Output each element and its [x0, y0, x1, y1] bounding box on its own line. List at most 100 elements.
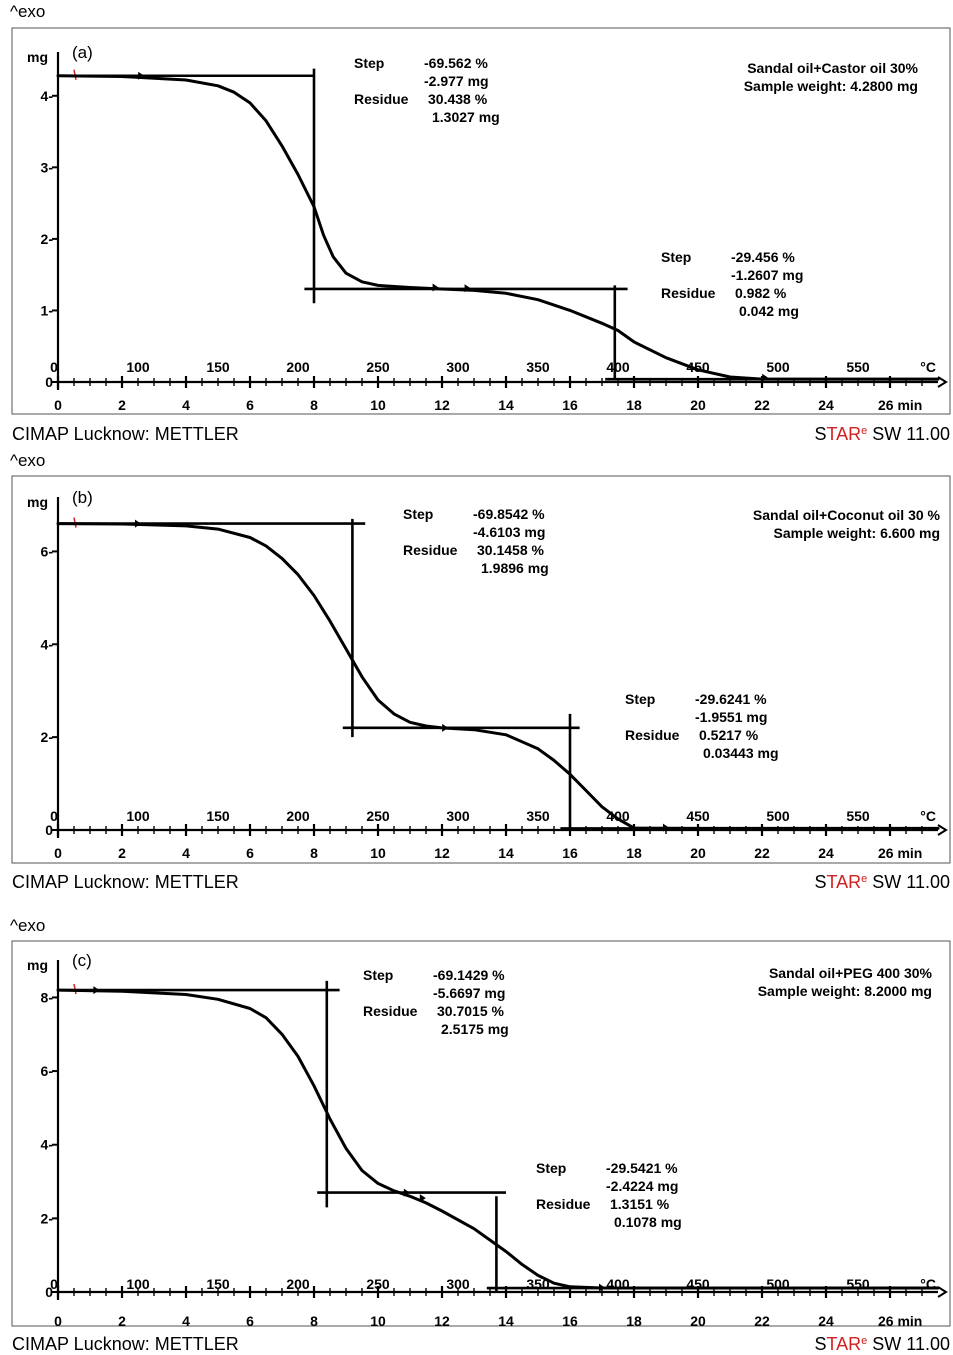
- min-tick-label: 16: [562, 1313, 578, 1329]
- min-tick-label: 8: [310, 397, 318, 413]
- curve-marker: [762, 373, 769, 382]
- min-tick-label: 12: [434, 1313, 450, 1329]
- y-tick-label: 2-: [41, 729, 54, 745]
- temp-tick-label: 150: [206, 808, 230, 824]
- temp-tick-label: 300: [446, 359, 470, 375]
- temp-tick-label: 200: [286, 808, 310, 824]
- min-last-label: 26 min: [878, 397, 922, 413]
- brand-part: S: [814, 424, 826, 444]
- brand-part: S: [814, 872, 826, 892]
- min-tick-label: 20: [690, 845, 706, 861]
- curve-marker: [442, 723, 449, 732]
- y-tick-label: 4-: [41, 636, 54, 652]
- exo-label: ^exo: [10, 451, 45, 470]
- brand-part: SW 11.00: [867, 872, 950, 892]
- curve-marker: [419, 1194, 426, 1203]
- min-tick-label: 14: [498, 1313, 514, 1329]
- temp-tick-label: 350: [526, 359, 550, 375]
- min-tick-label: 24: [818, 397, 834, 413]
- temp-tick-label: 250: [366, 1276, 390, 1292]
- residue-label: Residue: [536, 1196, 591, 1212]
- y-unit-label: mg: [27, 957, 48, 973]
- plot-frame: [11, 475, 951, 864]
- step-mass: -2.4224 mg: [606, 1178, 678, 1194]
- min-tick-label: 10: [370, 397, 386, 413]
- panel-label: (c): [72, 951, 92, 970]
- residue-mass: 2.5175 mg: [441, 1021, 509, 1037]
- curve-marker: [138, 71, 145, 80]
- sample-weight: Sample weight: 4.2800 mg: [744, 78, 918, 94]
- min-tick-label: 24: [818, 845, 834, 861]
- curve-marker: [135, 519, 141, 528]
- residue-mass: 0.042 mg: [739, 303, 799, 319]
- temp-tick-label: 200: [286, 359, 310, 375]
- temp-tick-label: 550: [846, 808, 870, 824]
- min-tick-label: 14: [498, 845, 514, 861]
- curve-marker: [464, 284, 471, 293]
- temp-tick-label: 350: [526, 808, 550, 824]
- residue-mass: 0.1078 mg: [614, 1214, 682, 1230]
- min-tick-label: 8: [310, 845, 318, 861]
- min-tick-label: 18: [626, 845, 642, 861]
- y-tick-label: 3-: [41, 159, 54, 175]
- step-percent: -29.456 %: [731, 249, 795, 265]
- temp-tick-label: 150: [206, 359, 230, 375]
- brand-part: TAR: [826, 1334, 861, 1354]
- step-percent: -69.8542 %: [473, 506, 545, 522]
- software-brand: STARe SW 11.00: [814, 872, 950, 892]
- temp-tick-label: 400: [606, 808, 630, 824]
- brand-part: e: [861, 1335, 867, 1347]
- sample-title: Sandal oil+PEG 400 30%: [769, 965, 933, 981]
- temp-tick-label: 250: [366, 808, 390, 824]
- min-tick-label: 0: [54, 1313, 62, 1329]
- min-tick-label: 2: [118, 397, 126, 413]
- temp-tick-label: 400: [606, 1276, 630, 1292]
- min-tick-label: 0: [54, 845, 62, 861]
- min-tick-label: 16: [562, 397, 578, 413]
- curve-marker: [599, 1283, 605, 1292]
- y-tick-label: 6-: [41, 1063, 54, 1079]
- exo-label: ^exo: [10, 916, 45, 935]
- min-tick-label: 6: [246, 1313, 254, 1329]
- min-tick-label: 22: [754, 397, 770, 413]
- step-label: Step: [403, 506, 433, 522]
- brand-part: e: [861, 425, 867, 437]
- min-tick-label: 22: [754, 845, 770, 861]
- step-label: Step: [661, 249, 691, 265]
- min-tick-label: 14: [498, 397, 514, 413]
- temp-tick-label: 250: [366, 359, 390, 375]
- step-label: Step: [625, 691, 655, 707]
- min-tick-label: 12: [434, 397, 450, 413]
- y-tick-label: 0: [45, 1284, 53, 1300]
- residue-mass: 1.3027 mg: [432, 109, 500, 125]
- min-tick-label: 0: [54, 397, 62, 413]
- step-percent: -29.6241 %: [695, 691, 767, 707]
- residue-percent: 0.5217 %: [699, 727, 759, 743]
- tga-curve: [56, 74, 940, 381]
- temp-tick-label: 200: [286, 1276, 310, 1292]
- curve-marker: [93, 986, 100, 995]
- min-tick-label: 16: [562, 845, 578, 861]
- residue-percent: 30.438 %: [428, 91, 488, 107]
- step-percent: -69.562 %: [424, 55, 488, 71]
- y-tick-label: 4-: [41, 1137, 54, 1153]
- temp-zero-label: 0: [50, 808, 58, 824]
- plot-frame: [11, 27, 951, 415]
- tga-curve: [56, 988, 940, 1290]
- footer-source: CIMAP Lucknow: METTLER: [12, 1334, 239, 1354]
- temp-unit-label: °C: [920, 359, 936, 375]
- x-axis-arrow: [937, 824, 948, 836]
- curve-marker: [663, 823, 669, 832]
- brand-part: TAR: [826, 872, 861, 892]
- y-tick-label: 2-: [41, 231, 54, 247]
- min-tick-label: 8: [310, 1313, 318, 1329]
- temp-tick-label: 300: [446, 1276, 470, 1292]
- brand-part: S: [814, 1334, 826, 1354]
- step-mass: -1.2607 mg: [731, 267, 803, 283]
- step-label: Step: [354, 55, 384, 71]
- temp-unit-label: °C: [920, 808, 936, 824]
